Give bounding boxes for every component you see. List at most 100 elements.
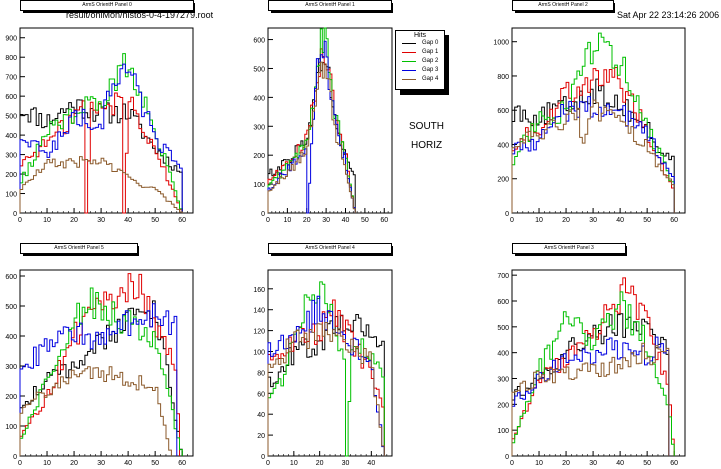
y-tick-label: 600	[497, 108, 509, 115]
pad-title: ArmS OrientH Panel 4	[268, 243, 392, 254]
y-tick-label: 40	[257, 412, 265, 419]
x-tick-label: 0	[510, 217, 514, 224]
y-tick-label: 0	[13, 211, 17, 218]
legend-box: Hits Gap 0 Gap 1 Gap 2 Gap 3 Gap 4	[395, 30, 445, 90]
pad-title: ArmS OrientH Panel 3	[512, 243, 626, 254]
y-tick-label: 140	[253, 308, 265, 315]
plot-frame	[267, 27, 393, 214]
legend-title: Hits	[413, 32, 427, 39]
legend-swatch	[402, 52, 416, 53]
x-tick-label: 20	[316, 460, 324, 467]
x-tick-label: 0	[18, 217, 22, 224]
y-tick-label: 200	[5, 172, 17, 179]
y-tick-label: 200	[5, 394, 17, 401]
y-tick-label: 100	[5, 424, 17, 431]
y-tick-label: 600	[497, 299, 509, 306]
series-line-gap4	[267, 61, 356, 213]
x-tick-label: 30	[97, 460, 105, 467]
x-tick-label: 40	[342, 217, 350, 224]
y-tick-label: 600	[5, 274, 17, 281]
x-tick-label: 50	[151, 217, 159, 224]
y-tick-label: 80	[257, 370, 265, 377]
histogram-pad-3: 0 100 200 300 400 500 600 0 10 20 30 40 50 60	[5, 269, 194, 467]
x-tick-label: 20	[70, 217, 78, 224]
x-tick-label: 20	[562, 460, 570, 467]
legend-entry-gap4: Gap 4	[396, 75, 444, 84]
histogram-pad-4: 0 20 40 60 80 100 120 140 160 0 10 20 30 40	[253, 269, 393, 467]
y-tick-label: 400	[5, 133, 17, 140]
y-tick-label: 1000	[493, 40, 509, 47]
y-tick-label: 500	[5, 304, 17, 311]
y-tick-label: 0	[261, 454, 265, 461]
x-tick-label: 50	[643, 460, 651, 467]
series-line-gap4	[19, 366, 172, 456]
x-tick-label: 30	[97, 217, 105, 224]
y-tick-label: 800	[5, 55, 17, 62]
y-tick-label: 100	[253, 182, 265, 189]
x-tick-label: 10	[43, 460, 51, 467]
y-tick-label: 200	[497, 402, 509, 409]
x-tick-label: 50	[643, 217, 651, 224]
y-tick-label: 200	[497, 177, 509, 184]
legend-label: Gap 1	[422, 49, 439, 55]
y-tick-label: 500	[253, 66, 265, 73]
x-tick-label: 40	[367, 460, 375, 467]
legend-label: Gap 2	[422, 58, 439, 64]
histogram-pad-5: 0 100 200 300 400 500 600 700 0 10 20 30 40 50 60	[497, 269, 686, 467]
y-tick-label: 700	[5, 75, 17, 82]
series-line-gap4	[19, 156, 183, 213]
x-tick-label: 60	[670, 217, 678, 224]
legend-label: Gap 0	[422, 40, 439, 46]
file-path-label: result/onlMon/histos-0-4-197279.root	[66, 10, 214, 20]
x-tick-label: 10	[283, 217, 291, 224]
x-tick-label: 60	[178, 460, 186, 467]
y-tick-label: 0	[505, 211, 509, 218]
series-line-gap3	[511, 336, 670, 456]
x-tick-label: 20	[562, 217, 570, 224]
pad-title: ArmS OrientH Panel 5	[20, 243, 138, 254]
y-tick-label: 300	[5, 153, 17, 160]
legend-swatch	[402, 70, 416, 71]
series-line-gap1	[511, 277, 675, 456]
plot-frame	[511, 269, 686, 457]
x-tick-label: 20	[70, 460, 78, 467]
legend-swatch	[402, 79, 416, 80]
x-tick-label: 30	[589, 217, 597, 224]
x-tick-label: 10	[290, 460, 298, 467]
x-tick-label: 0	[266, 460, 270, 467]
x-tick-label: 10	[535, 460, 543, 467]
pad-title: ArmS OrientH Panel 2	[512, 0, 614, 11]
legend-entry-gap1: Gap 1	[396, 48, 444, 57]
y-tick-label: 0	[13, 454, 17, 461]
plot-frame	[19, 27, 194, 214]
x-tick-label: 20	[303, 217, 311, 224]
y-tick-label: 400	[497, 351, 509, 358]
x-tick-label: 30	[342, 460, 350, 467]
series-line-gap3	[19, 63, 183, 213]
x-tick-label: 60	[670, 460, 678, 467]
pad-title: ArmS OrientH Panel 1	[268, 0, 392, 11]
y-tick-label: 900	[5, 36, 17, 43]
datetime-label: Sat Apr 22 23:14:26 2006	[617, 10, 720, 20]
legend-label: Gap 3	[422, 67, 439, 73]
legend-entry-gap3: Gap 3	[396, 66, 444, 75]
x-tick-label: 10	[43, 217, 51, 224]
y-tick-label: 0	[505, 454, 509, 461]
x-tick-label: 30	[589, 460, 597, 467]
y-tick-label: 60	[257, 391, 265, 398]
x-tick-label: 40	[124, 217, 132, 224]
y-tick-label: 300	[253, 124, 265, 131]
x-tick-label: 0	[266, 217, 270, 224]
series-line-gap3	[19, 303, 178, 456]
series-line-gap4	[267, 322, 385, 456]
y-tick-label: 120	[253, 329, 265, 336]
histogram-pad-2: 0 200 400 600 800 1000 0 10 20 30 40 50 60	[493, 27, 686, 224]
x-tick-label: 40	[616, 460, 624, 467]
y-tick-label: 20	[257, 433, 265, 440]
legend-entry-gap2: Gap 2	[396, 57, 444, 66]
series-line-gap2	[511, 291, 675, 456]
y-tick-label: 600	[5, 94, 17, 101]
legend-entry-gap0: Gap 0	[396, 39, 444, 48]
x-tick-label: 60	[380, 217, 388, 224]
